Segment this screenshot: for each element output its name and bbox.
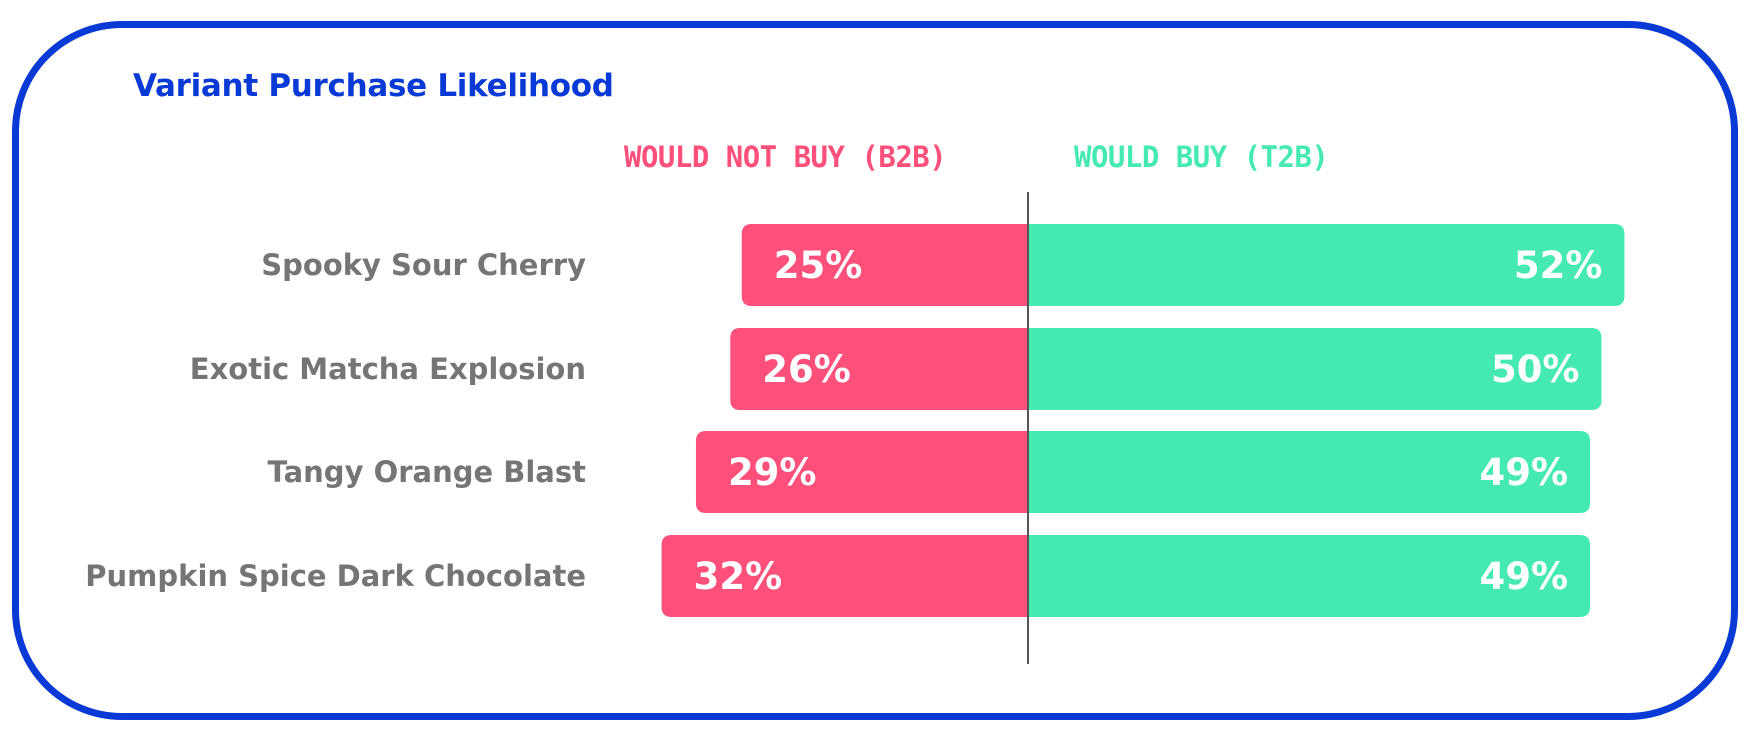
legend-would-not-buy: WOULD NOT BUY (B2B) xyxy=(624,140,947,174)
value-label-would-buy-tangy-orange-blast: 49% xyxy=(1479,451,1568,494)
value-label-would-not-buy-exotic-matcha-explosion: 26% xyxy=(762,348,851,391)
value-label-would-not-buy-pumpkin-spice-dark-chocolate: 32% xyxy=(694,555,783,598)
category-label-spooky-sour-cherry: Spooky Sour Cherry xyxy=(261,248,586,282)
bar-would-buy-spooky-sour-cherry xyxy=(1028,224,1625,306)
value-label-would-not-buy-spooky-sour-cherry: 25% xyxy=(774,244,863,287)
category-label-tangy-orange-blast: Tangy Orange Blast xyxy=(268,455,587,489)
bar-would-buy-tangy-orange-blast xyxy=(1028,431,1591,513)
bar-would-not-buy-exotic-matcha-explosion xyxy=(730,328,1028,410)
bar-would-buy-pumpkin-spice-dark-chocolate xyxy=(1028,535,1591,617)
value-label-would-buy-pumpkin-spice-dark-chocolate: 49% xyxy=(1479,555,1568,598)
legend-would-buy: WOULD BUY (T2B) xyxy=(1074,140,1329,174)
value-label-would-not-buy-tangy-orange-blast: 29% xyxy=(728,451,817,494)
value-label-would-buy-exotic-matcha-explosion: 50% xyxy=(1491,348,1580,391)
value-label-would-buy-spooky-sour-cherry: 52% xyxy=(1514,244,1603,287)
category-label-pumpkin-spice-dark-chocolate: Pumpkin Spice Dark Chocolate xyxy=(85,559,586,593)
category-label-exotic-matcha-explosion: Exotic Matcha Explosion xyxy=(190,352,586,386)
bar-would-buy-exotic-matcha-explosion xyxy=(1028,328,1602,410)
bar-would-not-buy-spooky-sour-cherry xyxy=(741,224,1028,306)
bar-would-not-buy-tangy-orange-blast xyxy=(695,431,1028,513)
chart-title: Variant Purchase Likelihood xyxy=(133,68,614,104)
bar-would-not-buy-pumpkin-spice-dark-chocolate xyxy=(661,535,1028,617)
